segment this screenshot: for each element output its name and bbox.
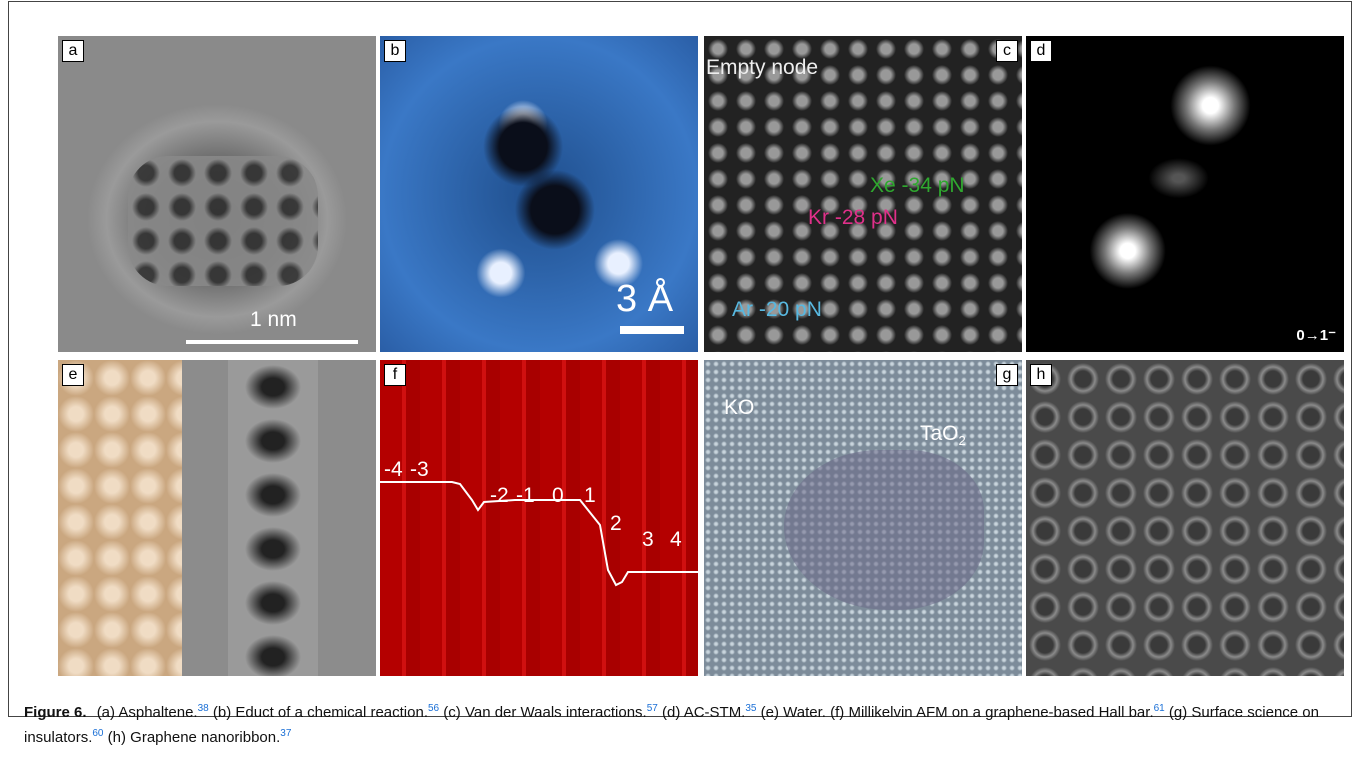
panel-c: c Empty node Kr -28 pN Xe -34 pN Ar -20 … xyxy=(704,36,1022,352)
reference: 60 xyxy=(92,728,103,739)
panel-label: g xyxy=(996,364,1018,386)
reference: 37 xyxy=(280,728,291,739)
annotation: Ar -20 pN xyxy=(732,298,822,322)
reference: 57 xyxy=(647,703,658,714)
caption-text: (d) AC-STM. xyxy=(662,704,745,721)
caption-text: (e) Water. xyxy=(761,704,826,721)
caption-text: (h) Graphene nanoribbon. xyxy=(108,729,281,746)
caption-text: (b) Educt of a chemical reaction. xyxy=(213,704,428,721)
panel-label: f xyxy=(384,364,406,386)
annotation: Kr -28 pN xyxy=(808,206,898,230)
reference: 61 xyxy=(1154,703,1165,714)
panel-label: b xyxy=(384,40,406,62)
molecule-image xyxy=(128,156,318,286)
caption: Figure 6. (a) Asphaltene.38 (b) Educt of… xyxy=(24,698,1344,748)
panel-label: a xyxy=(62,40,84,62)
annotation: -2 xyxy=(490,484,509,508)
annotation: KO xyxy=(724,396,754,420)
annotation: -4 xyxy=(384,458,403,482)
panel-label: d xyxy=(1030,40,1052,62)
caption-text: (f) Millikelvin AFM on a graphene-based … xyxy=(830,704,1153,721)
panel-label: e xyxy=(62,364,84,386)
panel-a: a 1 nm xyxy=(58,36,376,352)
panel-b: b 3 Å xyxy=(380,36,698,352)
annotation: Xe -34 pN xyxy=(870,174,965,198)
reference: 38 xyxy=(198,703,209,714)
panel-d: d 0→1⁻ xyxy=(1026,36,1344,352)
panel-label: c xyxy=(996,40,1018,62)
annotation: 4 xyxy=(670,528,682,552)
scale-label: 3 Å xyxy=(616,278,673,321)
annotation: 2 xyxy=(610,512,622,536)
annotation: 0→1⁻ xyxy=(1296,326,1336,344)
scale-bar xyxy=(186,340,358,344)
water-image xyxy=(228,360,318,676)
caption-text: (c) Van der Waals interactions. xyxy=(443,704,646,721)
caption-text: (a) Asphaltene. xyxy=(97,704,198,721)
panel-e: e xyxy=(58,360,376,676)
scale-label: 1 nm xyxy=(250,308,297,332)
caption-label: Figure 6. xyxy=(24,704,87,721)
panel-g: g KO TaO2 xyxy=(704,360,1022,676)
scale-bar xyxy=(620,326,684,334)
annotation-text: TaO xyxy=(920,422,959,445)
annotation: -1 xyxy=(516,484,535,508)
page: {"figure": { "panels": [ {"label": "a", … xyxy=(0,0,1362,768)
panel-h: h xyxy=(1026,360,1344,676)
annotation: Empty node xyxy=(706,56,818,80)
annotation: 0 xyxy=(552,484,564,508)
annotation: 3 xyxy=(642,528,654,552)
reference: 35 xyxy=(745,703,756,714)
panel-label: h xyxy=(1030,364,1052,386)
annotation: 1 xyxy=(584,484,596,508)
annotation: TaO2 xyxy=(920,422,966,448)
reference: 56 xyxy=(428,703,439,714)
panel-f: f -4 -3 -2 -1 0 1 2 3 4 xyxy=(380,360,698,676)
trace xyxy=(380,360,698,676)
annotation-subscript: 2 xyxy=(959,433,966,448)
annotation: -3 xyxy=(410,458,429,482)
surface-image xyxy=(784,450,984,610)
